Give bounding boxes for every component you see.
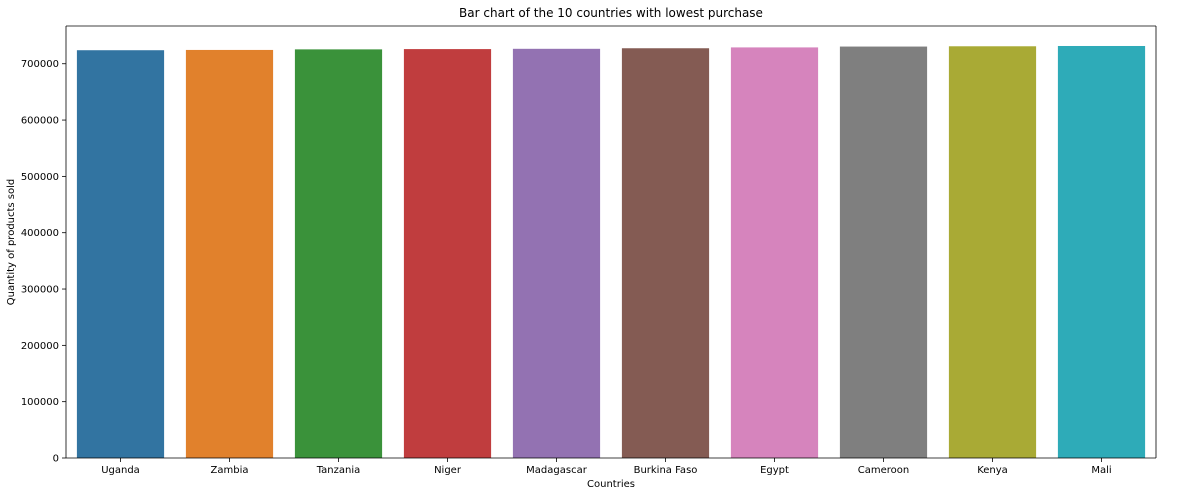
x-axis-title: Countries [587, 479, 635, 490]
bars-group [76, 45, 1146, 459]
bar-kenya [948, 46, 1037, 459]
y-tick-label: 500000 [21, 172, 59, 183]
y-tick-label: 0 [53, 454, 59, 465]
bar-niger [403, 49, 492, 459]
bar-burkina-faso [621, 48, 710, 459]
x-tick-label: Cameroon [858, 465, 909, 476]
y-tick-label: 100000 [21, 397, 59, 408]
y-axis-ticks: 0 100000 200000 300000 400000 500000 600000 700… [21, 59, 66, 465]
chart-title: Bar chart of the 10 countries with lowes… [459, 6, 763, 20]
bar-uganda [76, 50, 165, 459]
y-axis-title: Quantity of products sold [6, 179, 17, 306]
y-tick-label: 400000 [21, 228, 59, 239]
y-tick-label: 600000 [21, 116, 59, 127]
bar-tanzania [294, 49, 383, 459]
x-tick-label: Madagascar [526, 465, 588, 476]
bar-madagascar [512, 48, 601, 459]
x-tick-label: Burkina Faso [634, 465, 698, 476]
x-tick-label: Kenya [977, 465, 1008, 476]
x-tick-label: Niger [434, 465, 462, 476]
bar-cameroon [839, 46, 928, 459]
x-tick-label: Uganda [101, 465, 140, 476]
x-tick-label: Egypt [760, 465, 789, 476]
y-tick-label: 700000 [21, 59, 59, 70]
bar-zambia [185, 49, 274, 459]
x-tick-label: Tanzania [316, 465, 361, 476]
x-axis-ticks: Uganda Zambia Tanzania Niger Madagascar Burki… [101, 458, 1112, 476]
x-tick-label: Mali [1091, 465, 1111, 476]
y-tick-label: 300000 [21, 285, 59, 296]
bar-egypt [730, 47, 819, 459]
bar-mali [1057, 45, 1146, 459]
y-tick-label: 200000 [21, 341, 59, 352]
x-tick-label: Zambia [211, 465, 249, 476]
